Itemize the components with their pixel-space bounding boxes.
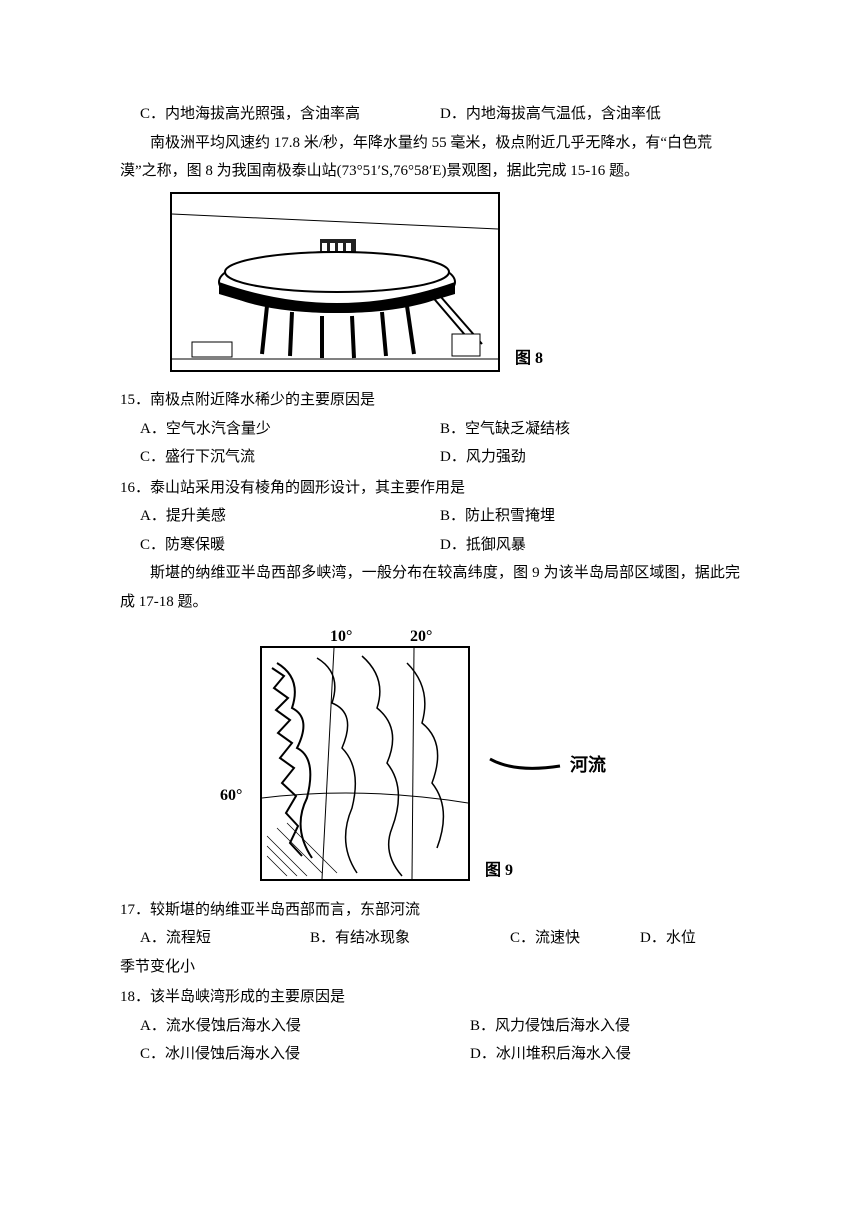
passage-antarctica: 南极洲平均风速约 17.8 米/秒，年降水量约 55 毫米，极点附近几乎无降水，… <box>120 129 740 186</box>
q18-option-b: B．风力侵蚀后海水入侵 <box>470 1012 740 1041</box>
q17-option-d: D．水位 <box>640 924 696 953</box>
q15-option-a: A．空气水汽含量少 <box>140 415 440 444</box>
q17-option-a: A．流程短 <box>140 924 310 953</box>
q18-option-a: A．流水侵蚀后海水入侵 <box>140 1012 470 1041</box>
fig9-river-label: 河流 <box>570 748 606 782</box>
q16-option-d: D．抵御风暴 <box>440 531 740 560</box>
figure-8-svg <box>172 194 498 370</box>
question-17: 17．较斯堪的纳维亚半岛西部而言，东部河流 A．流程短 B．有结冰现象 C．流速… <box>120 896 740 982</box>
question-16: 16．泰山站采用没有棱角的圆形设计，其主要作用是 A．提升美感 B．防止积雪掩埋… <box>120 474 740 560</box>
figure-9-svg <box>262 648 468 879</box>
figure-9-frame <box>260 646 470 881</box>
figure-9-wrap: 10° 20° <box>260 622 700 890</box>
q15-option-b: B．空气缺乏凝结核 <box>440 415 740 444</box>
q15-row1: A．空气水汽含量少 B．空气缺乏凝结核 <box>120 415 740 444</box>
q15-row2: C．盛行下沉气流 D．风力强劲 <box>120 443 740 472</box>
q17-option-b: B．有结冰现象 <box>310 924 510 953</box>
q16-row1: A．提升美感 B．防止积雪掩埋 <box>120 502 740 531</box>
q15-option-d: D．风力强劲 <box>440 443 740 472</box>
q17-option-c: C．流速快 <box>510 924 640 953</box>
q18-stem: 18．该半岛峡湾形成的主要原因是 <box>120 983 740 1012</box>
q18-option-d: D．冰川堆积后海水入侵 <box>470 1040 740 1069</box>
q18-row1: A．流水侵蚀后海水入侵 B．风力侵蚀后海水入侵 <box>120 1012 740 1041</box>
q17-options-row: A．流程短 B．有结冰现象 C．流速快 D．水位 <box>120 924 740 953</box>
q15-option-c: C．盛行下沉气流 <box>140 443 440 472</box>
figure-8-frame <box>170 192 500 372</box>
q16-option-b: B．防止积雪掩埋 <box>440 502 740 531</box>
q18-row2: C．冰川侵蚀后海水入侵 D．冰川堆积后海水入侵 <box>120 1040 740 1069</box>
q17-stem: 17．较斯堪的纳维亚半岛西部而言，东部河流 <box>120 896 740 925</box>
option-d: D．内地海拔高气温低，含油率低 <box>440 100 740 129</box>
q16-option-c: C．防寒保暖 <box>140 531 440 560</box>
q16-row2: C．防寒保暖 D．抵御风暴 <box>120 531 740 560</box>
figure-8-label: 图 8 <box>515 344 543 374</box>
q17-option-d-tail: 季节变化小 <box>120 953 740 982</box>
passage-scandinavia: 斯堪的纳维亚半岛西部多峡湾，一般分布在较高纬度，图 9 为该半岛局部区域图，据此… <box>120 559 740 616</box>
q16-stem: 16．泰山站采用没有棱角的圆形设计，其主要作用是 <box>120 474 740 503</box>
figure-9-label: 图 9 <box>485 856 513 886</box>
q18-option-c: C．冰川侵蚀后海水入侵 <box>140 1040 470 1069</box>
fig9-lat-60: 60° <box>220 781 242 811</box>
river-legend-line-icon <box>485 751 565 781</box>
question-15: 15．南极点附近降水稀少的主要原因是 A．空气水汽含量少 B．空气缺乏凝结核 C… <box>120 386 740 472</box>
option-c: C．内地海拔高光照强，含油率高 <box>120 100 440 129</box>
q16-option-a: A．提升美感 <box>140 502 440 531</box>
q15-stem: 15．南极点附近降水稀少的主要原因是 <box>120 386 740 415</box>
question-18: 18．该半岛峡湾形成的主要原因是 A．流水侵蚀后海水入侵 B．风力侵蚀后海水入侵… <box>120 983 740 1069</box>
prev-question-options: C．内地海拔高光照强，含油率高 D．内地海拔高气温低，含油率低 <box>120 100 740 129</box>
figure-8-wrap: 图 8 <box>170 192 740 381</box>
